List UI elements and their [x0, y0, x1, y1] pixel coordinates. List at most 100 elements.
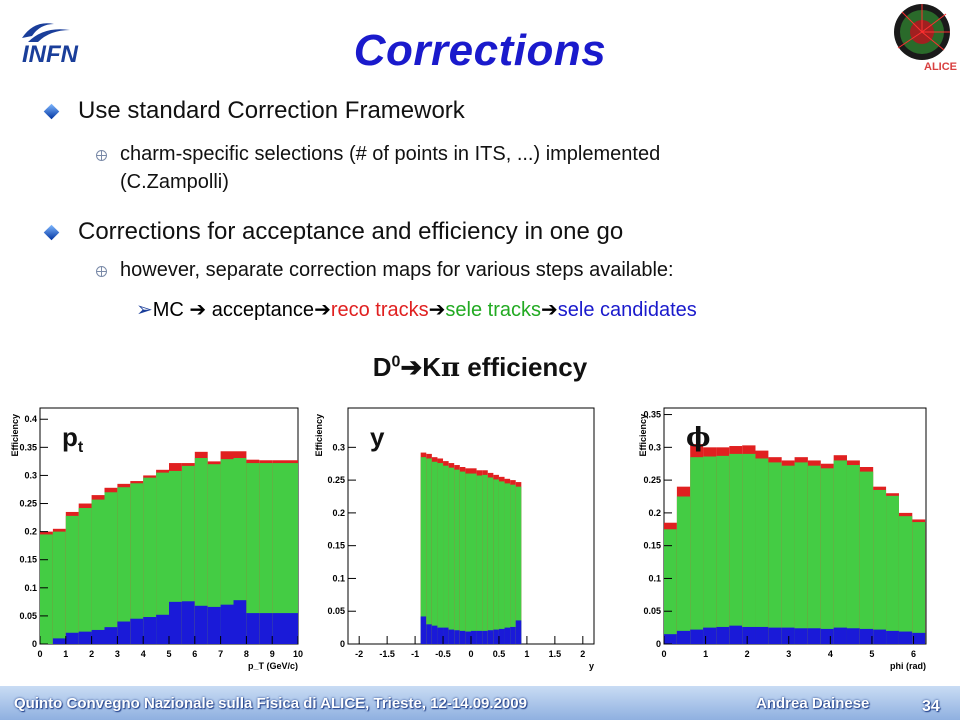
step-arrow-icon: ➔	[541, 299, 558, 321]
y-tick-label: 0.25	[19, 499, 37, 509]
bar-sele-candidates	[104, 627, 118, 644]
x-tick-label: -1	[411, 649, 419, 659]
bar-sele-tracks	[431, 461, 438, 644]
bar-sele-candidates	[676, 630, 691, 644]
x-axis-label: phi (rad)	[890, 661, 926, 671]
bar-sele-candidates	[454, 630, 460, 644]
bar-sele-tracks	[703, 456, 717, 644]
bar-sele-tracks	[873, 489, 887, 644]
bar-sele-candidates	[272, 613, 298, 644]
bar-sele-candidates	[898, 631, 913, 644]
bar-sele-tracks	[52, 531, 66, 644]
bar-sele-candidates	[65, 632, 79, 644]
bar-sele-tracks	[246, 463, 260, 644]
x-tick-label: 3	[115, 649, 120, 659]
bar-sele-candidates	[768, 627, 782, 644]
bar-sele-tracks	[846, 465, 860, 644]
x-tick-label: 1.5	[549, 649, 562, 659]
bar-sele-tracks	[498, 481, 505, 644]
bar-sele-candidates	[437, 627, 444, 644]
x-tick-label: 10	[293, 649, 303, 659]
page-number: 34	[922, 698, 940, 715]
x-tick-label: 1	[703, 649, 708, 659]
bar-sele-tracks	[233, 458, 247, 644]
x-tick-label: 2	[745, 649, 750, 659]
x-tick-label: 6	[911, 649, 916, 659]
bar-sele-tracks	[690, 457, 704, 644]
bar-sele-tracks	[820, 468, 834, 644]
x-tick-label: 0	[468, 649, 473, 659]
bar-sele-tracks	[443, 465, 449, 644]
bar-sele-tracks	[742, 453, 756, 644]
bar-sele-tracks	[794, 462, 808, 644]
infn-logo-text: INFN	[22, 41, 79, 66]
bar-sele-candidates	[476, 630, 483, 644]
bar-sele-tracks	[476, 475, 483, 644]
eff-title-pi: π	[441, 353, 461, 383]
bar-sele-tracks	[510, 484, 516, 644]
step-arrow-icon: ➔	[183, 299, 207, 321]
bar-sele-tracks	[65, 515, 79, 644]
bar-sele-tracks	[40, 534, 53, 644]
bullet-diamond-icon	[43, 224, 60, 241]
bar-sele-tracks	[716, 455, 730, 644]
bar-sele-candidates	[117, 621, 131, 644]
eff-title-k: K	[422, 352, 442, 382]
sub-bullet-icon	[96, 266, 107, 277]
bar-sele-candidates	[459, 630, 466, 644]
bar-sele-candidates	[729, 625, 743, 644]
bar-sele-candidates	[794, 628, 808, 644]
y-tick-label: 0.1	[332, 573, 345, 583]
bar-sele-tracks	[886, 495, 899, 644]
bar-sele-candidates	[181, 601, 195, 644]
y-tick-label: 0	[656, 639, 661, 649]
x-tick-label: 5	[166, 649, 171, 659]
footer-conference: Quinto Convegno Nazionale sulla Fisica d…	[14, 695, 527, 712]
bar-sele-tracks	[859, 471, 874, 644]
bar-sele-tracks	[437, 463, 444, 644]
step-sele-tracks: sele tracks	[445, 299, 541, 321]
bar-sele-candidates	[448, 629, 455, 644]
y-tick-label: 0.3	[24, 470, 37, 480]
bar-sele-candidates	[504, 627, 511, 644]
bullet-diamond-icon	[43, 103, 60, 120]
footer-bar	[0, 686, 960, 720]
bar-sele-candidates	[833, 627, 847, 644]
x-tick-label: -2	[355, 649, 363, 659]
y-axis-label: Efficiency	[314, 414, 324, 457]
bar-sele-tracks	[487, 477, 494, 644]
bar-sele-candidates	[912, 632, 926, 644]
bar-sele-candidates	[510, 626, 516, 644]
bar-sele-tracks	[493, 479, 499, 644]
y-tick-label: 0.2	[648, 508, 661, 518]
x-tick-label: -1.5	[379, 649, 395, 659]
step-sele-candidates: sele candidates	[557, 299, 697, 321]
bar-sele-candidates	[471, 630, 477, 644]
bar-sele-tracks	[515, 486, 522, 644]
bar-sele-tracks	[676, 496, 691, 644]
y-tick-label: 0.05	[643, 606, 661, 616]
bar-sele-tracks	[912, 522, 926, 644]
bar-sele-tracks	[181, 465, 195, 644]
bar-sele-tracks	[459, 471, 466, 644]
bar-sele-candidates	[78, 631, 92, 644]
bar-sele-tracks	[898, 516, 913, 644]
bar-sele-candidates	[443, 627, 449, 644]
bar-sele-candidates	[487, 630, 494, 644]
bar-sele-candidates	[482, 630, 488, 644]
bar-sele-candidates	[259, 613, 273, 644]
bar-sele-candidates	[426, 624, 432, 644]
bar-sele-tracks	[426, 458, 432, 644]
bar-sele-tracks	[78, 508, 92, 644]
bar-sele-candidates	[169, 601, 182, 644]
correction-steps: ➢MC ➔ acceptance➔reco tracks➔sele tracks…	[136, 297, 697, 322]
bar-sele-tracks	[781, 465, 795, 644]
bar-sele-tracks	[482, 474, 488, 644]
step-mc: MC	[152, 299, 184, 321]
bar-sele-candidates	[233, 600, 247, 644]
x-tick-label: 2	[580, 649, 585, 659]
y-tick-label: 0.1	[648, 573, 661, 583]
bar-sele-candidates	[420, 616, 427, 644]
bar-sele-candidates	[742, 626, 756, 644]
bar-sele-candidates	[246, 613, 260, 644]
